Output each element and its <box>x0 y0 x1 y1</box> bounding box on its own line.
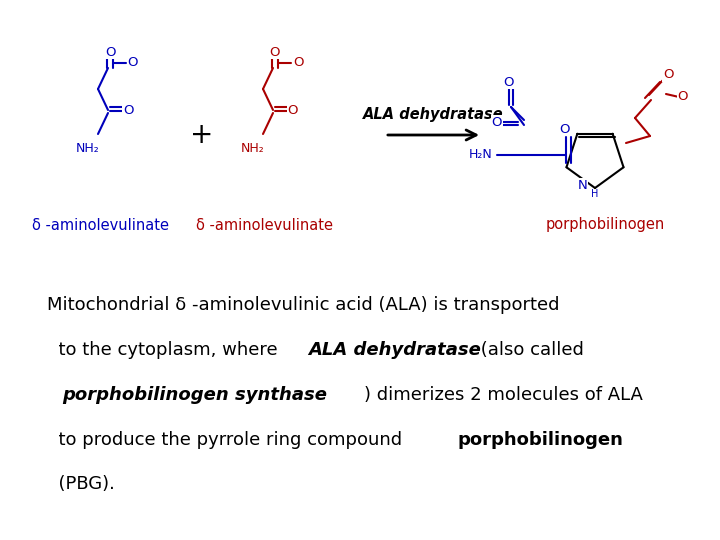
Text: O: O <box>288 104 298 117</box>
Text: O: O <box>127 57 138 70</box>
Text: δ -aminolevulinate: δ -aminolevulinate <box>32 218 168 233</box>
Text: NH₂: NH₂ <box>241 141 265 154</box>
Text: ALA dehydratase: ALA dehydratase <box>308 341 481 359</box>
Text: O: O <box>492 116 503 129</box>
Text: (also called: (also called <box>475 341 584 359</box>
Text: O: O <box>662 69 673 82</box>
Text: porphobilinogen: porphobilinogen <box>545 218 665 233</box>
Text: ) dimerizes 2 molecules of ALA: ) dimerizes 2 molecules of ALA <box>364 386 642 404</box>
Text: to the cytoplasm, where: to the cytoplasm, where <box>47 341 283 359</box>
Text: ALA dehydratase: ALA dehydratase <box>363 107 503 123</box>
Text: O: O <box>293 57 303 70</box>
Text: N: N <box>578 179 588 192</box>
Text: O: O <box>122 104 133 117</box>
Text: porphobilinogen: porphobilinogen <box>458 430 624 449</box>
Text: O: O <box>104 45 115 58</box>
Text: +: + <box>190 121 214 149</box>
Text: porphobilinogen synthase: porphobilinogen synthase <box>63 386 328 404</box>
Text: O: O <box>559 123 570 136</box>
Text: O: O <box>270 45 280 58</box>
Text: H₂N: H₂N <box>469 148 493 161</box>
Text: NH₂: NH₂ <box>76 141 100 154</box>
Text: to produce the pyrrole ring compound: to produce the pyrrole ring compound <box>47 430 408 449</box>
Text: Mitochondrial δ -aminolevulinic acid (ALA) is transported: Mitochondrial δ -aminolevulinic acid (AL… <box>47 296 559 314</box>
Text: O: O <box>678 91 688 104</box>
Text: O: O <box>504 76 514 89</box>
Text: (PBG).: (PBG). <box>47 475 114 494</box>
Text: H: H <box>591 188 598 199</box>
Text: δ -aminolevulinate: δ -aminolevulinate <box>197 218 333 233</box>
